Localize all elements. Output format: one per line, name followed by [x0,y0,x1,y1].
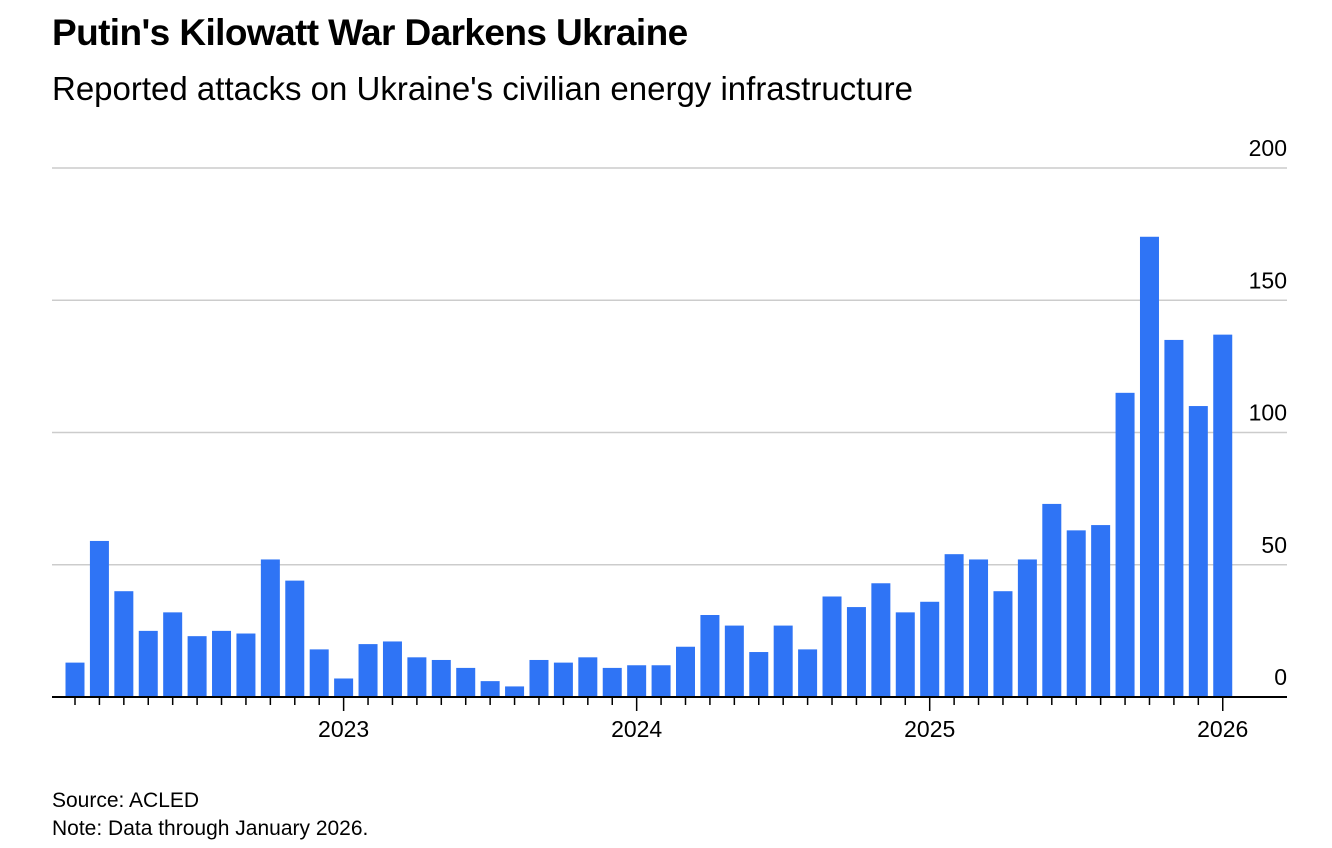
bar [602,667,622,697]
bar [212,630,232,697]
bar [407,657,427,697]
bar [431,659,451,697]
bar [236,633,256,697]
bar [1115,392,1135,697]
bar [1042,503,1062,697]
bar [114,591,134,697]
bar [1188,406,1208,697]
x-axis [52,696,1287,711]
bar [138,630,158,697]
x-tick-label: 2025 [904,716,955,742]
bar [187,636,207,697]
bar [65,662,85,697]
bar [749,652,769,697]
bar [944,554,964,697]
bar [895,612,915,697]
y-tick-label: 200 [1249,135,1287,161]
bar [700,615,720,697]
source-note: Source: ACLED [52,789,200,812]
bar [1164,339,1184,697]
axis-labels: 0 50 100 150 200 2023 2024 2025 2026 [318,135,1287,742]
bar [334,678,354,697]
bar [382,641,402,697]
y-tick-label: 100 [1249,400,1287,426]
bar [920,601,940,697]
bar [627,665,647,697]
chart-subtitle: Reported attacks on Ukraine's civilian e… [52,70,914,107]
bar [1066,530,1086,697]
bar [553,662,573,697]
bar [969,559,989,697]
bar [358,644,378,697]
bar [822,596,842,697]
bar [456,667,476,697]
bar [578,657,598,697]
bar [993,591,1013,697]
gridlines [52,167,1287,566]
bar [163,612,183,697]
bar [1213,334,1233,697]
bar [260,559,280,697]
x-tick-label: 2024 [611,716,662,742]
y-tick-label: 150 [1249,267,1287,293]
bar [773,625,793,697]
bar [724,625,744,697]
bar [529,659,549,697]
chart-title: Putin's Kilowatt War Darkens Ukraine [52,12,688,53]
x-tick-label: 2023 [318,716,369,742]
x-tick-label: 2026 [1197,716,1248,742]
bar [798,649,818,697]
bar [871,583,891,697]
bar [1017,559,1037,697]
bar [651,665,671,697]
bar [1091,525,1111,697]
bar [480,681,500,697]
bar [309,649,329,697]
bar [89,540,109,697]
bar [505,686,525,697]
y-tick-label: 50 [1261,532,1287,558]
bar [285,580,305,697]
bar [846,607,866,697]
bars [65,236,1233,697]
bar [1139,236,1159,697]
y-tick-label: 0 [1274,664,1287,690]
data-note: Note: Data through January 2026. [52,817,369,840]
bar [676,646,695,697]
